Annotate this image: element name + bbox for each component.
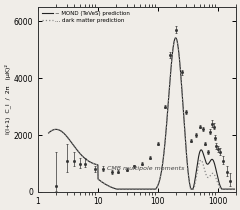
~ MOND (TeVeS) prediction (115, 188, 118, 190)
~ MOND (TeVeS) prediction (174, 37, 177, 39)
Text: CMB multipole moments: CMB multipole moments (107, 166, 185, 171)
~ MOND (TeVeS) prediction (175, 38, 178, 41)
~ MOND (TeVeS) prediction (233, 188, 236, 190)
~ MOND (TeVeS) prediction (192, 184, 195, 187)
... dark matter prediction (66, 136, 69, 139)
... dark matter prediction (174, 37, 177, 39)
... dark matter prediction (47, 132, 50, 134)
Legend: ~ MOND (TeVeS) prediction, ... dark matter prediction: ~ MOND (TeVeS) prediction, ... dark matt… (41, 10, 131, 24)
Y-axis label: l(l+1)  C_l  /  2π   (μK)²: l(l+1) C_l / 2π (μK)² (4, 64, 11, 134)
... dark matter prediction (196, 171, 199, 173)
... dark matter prediction (115, 188, 118, 190)
... dark matter prediction (122, 188, 125, 190)
... dark matter prediction (175, 38, 178, 41)
... dark matter prediction (192, 188, 195, 190)
~ MOND (TeVeS) prediction (196, 163, 199, 166)
~ MOND (TeVeS) prediction (129, 188, 132, 190)
~ MOND (TeVeS) prediction (66, 136, 69, 139)
... dark matter prediction (129, 188, 132, 190)
~ MOND (TeVeS) prediction (47, 132, 50, 134)
~ MOND (TeVeS) prediction (122, 188, 125, 190)
Line: ... dark matter prediction: ... dark matter prediction (48, 38, 234, 189)
Line: ~ MOND (TeVeS) prediction: ~ MOND (TeVeS) prediction (48, 38, 234, 189)
... dark matter prediction (233, 188, 236, 190)
